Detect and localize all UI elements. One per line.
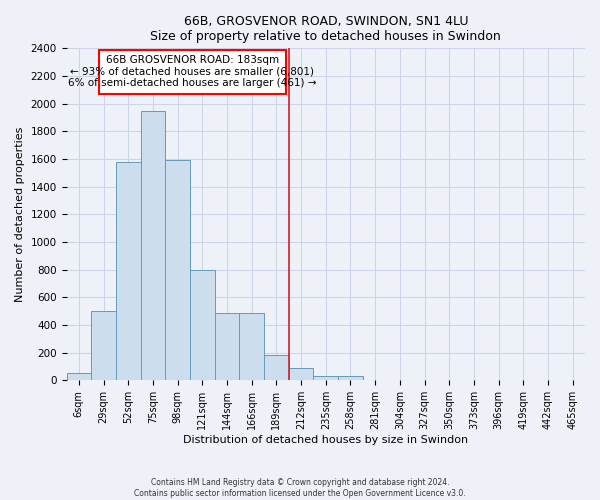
Bar (313, 376, 338, 380)
Bar (239, 312, 264, 380)
Bar (190, 270, 215, 380)
Bar (140, 110, 165, 380)
Bar (264, 355, 289, 380)
Title: 66B, GROSVENOR ROAD, SWINDON, SN1 4LU
Size of property relative to detached hous: 66B, GROSVENOR ROAD, SWINDON, SN1 4LU Si… (151, 15, 501, 43)
Y-axis label: Number of detached properties: Number of detached properties (15, 126, 25, 302)
Bar (98, 50, 286, 94)
Bar (215, 312, 239, 380)
Bar (338, 376, 363, 380)
Bar (67, 373, 91, 380)
Bar (165, 160, 190, 380)
Bar (289, 368, 313, 380)
Text: 66B GROSVENOR ROAD: 183sqm
← 93% of detached houses are smaller (6,801)
6% of se: 66B GROSVENOR ROAD: 183sqm ← 93% of deta… (68, 56, 317, 88)
X-axis label: Distribution of detached houses by size in Swindon: Distribution of detached houses by size … (183, 435, 469, 445)
Bar (116, 162, 140, 380)
Bar (91, 311, 116, 380)
Text: Contains HM Land Registry data © Crown copyright and database right 2024.
Contai: Contains HM Land Registry data © Crown c… (134, 478, 466, 498)
